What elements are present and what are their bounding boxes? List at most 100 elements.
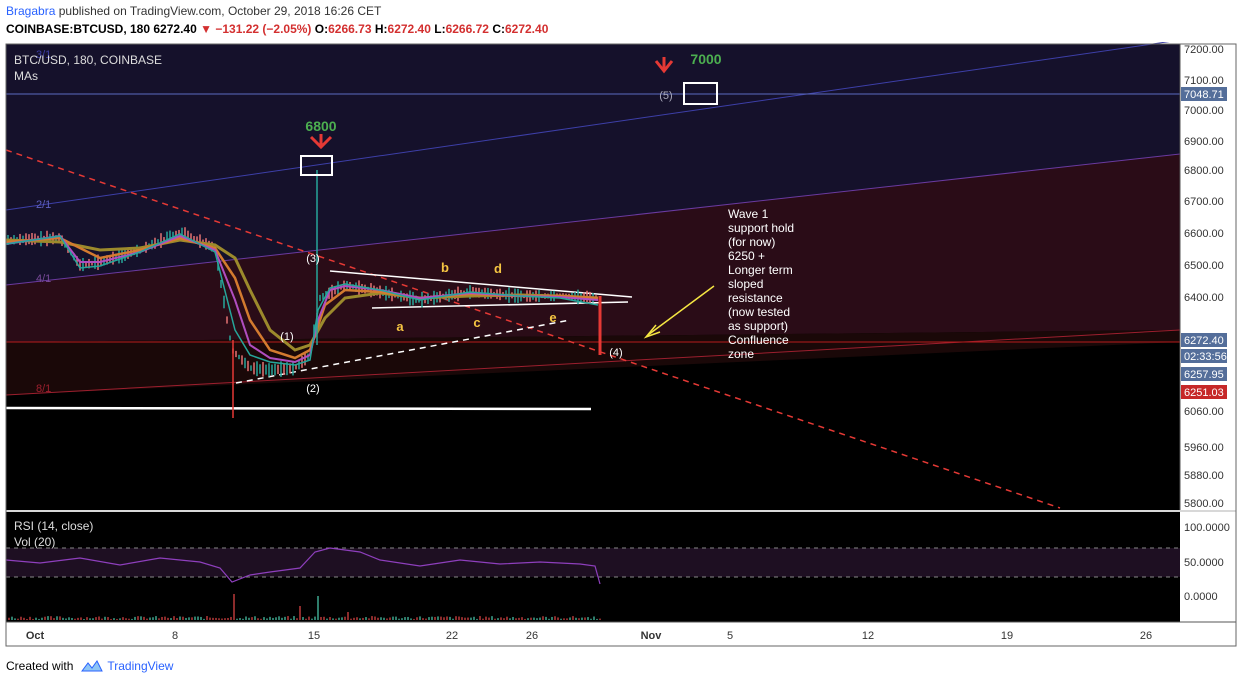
- volume-bar: [293, 616, 295, 620]
- volume-bar: [137, 616, 139, 620]
- tradingview-link[interactable]: TradingView: [81, 659, 173, 673]
- price-tick: 6600.00: [1184, 228, 1224, 240]
- volume-bar: [68, 617, 70, 620]
- time-axis-ticks: Oct 8 15 22 26 Nov 5 12 19 26: [26, 630, 1152, 642]
- volume-bar: [527, 618, 529, 620]
- last-price: 6272.40: [153, 22, 197, 36]
- volume-bar: [152, 617, 154, 620]
- volume-bar: [581, 617, 583, 620]
- volume-bar: [257, 618, 259, 620]
- volume-bar: [401, 618, 403, 620]
- volume-bar: [281, 617, 283, 620]
- fib-label-4: 4/1: [36, 273, 51, 285]
- volume-bar: [62, 617, 64, 620]
- rsi-axis: [1180, 512, 1236, 622]
- volume-bar: [14, 618, 16, 620]
- rsi-tick: 50.0000: [1184, 557, 1224, 569]
- volume-bar: [398, 618, 400, 620]
- triangle-top-line: [329, 270, 633, 298]
- volume-bar: [374, 616, 376, 620]
- badge-countdown: [1181, 349, 1227, 363]
- close-value: 6272.40: [504, 22, 549, 36]
- note-line: (for now): [728, 235, 775, 249]
- badge-last-text: 6272.40: [1184, 335, 1224, 347]
- volume-bar: [50, 616, 52, 620]
- volume-bar: [143, 616, 145, 620]
- volume-bar: [110, 618, 112, 620]
- volume-bar: [353, 617, 355, 620]
- volume-bar: [557, 617, 559, 620]
- time-tick: 22: [446, 630, 458, 642]
- time-tick: 19: [1001, 630, 1013, 642]
- volume-bar: [575, 617, 577, 620]
- volume-bar: [473, 616, 475, 620]
- tradingview-logo-icon: [81, 660, 104, 672]
- wave-label-4: (4): [609, 347, 622, 359]
- volume-bar: [272, 617, 274, 620]
- volume-bar: [170, 618, 172, 620]
- open-label: O:: [314, 22, 329, 36]
- volume-bar: [221, 618, 223, 620]
- price-axis[interactable]: [1180, 44, 1236, 510]
- volume-bar: [560, 618, 562, 620]
- note-line: support hold: [728, 221, 794, 235]
- volume-bar: [359, 618, 361, 620]
- volume-bar: [596, 618, 598, 620]
- volume-bar: [191, 617, 193, 620]
- fib-label-8: 8/1: [36, 383, 51, 395]
- volume-bar: [593, 616, 595, 620]
- note-line: as support): [728, 319, 788, 333]
- tradingview-brand: TradingView: [107, 659, 174, 673]
- open-value: 6266.73: [328, 22, 372, 36]
- volume-bar: [215, 617, 217, 620]
- volume-bars: [8, 594, 601, 620]
- volume-bar: [500, 617, 502, 620]
- author-link[interactable]: Bragabra: [6, 4, 56, 18]
- volume-bar: [188, 617, 190, 620]
- volume-bar: [458, 616, 460, 620]
- volume-bar: [371, 616, 373, 620]
- volume-bar: [200, 616, 202, 620]
- volume-bar: [404, 617, 406, 620]
- time-axis[interactable]: [6, 622, 1236, 646]
- symbol-label: COINBASE:BTCUSD, 180: [6, 22, 151, 36]
- volume-bar: [95, 617, 97, 620]
- wave-label-1: (1): [280, 331, 293, 343]
- volume-bar: [410, 618, 412, 620]
- volume-bar: [74, 618, 76, 620]
- volume-bar: [266, 618, 268, 620]
- volume-bar: [98, 616, 100, 620]
- red-arrow-down-icon-2: [654, 57, 674, 74]
- volume-bar: [572, 616, 574, 620]
- note-line: 6250 +: [728, 249, 765, 263]
- volume-bar: [446, 616, 448, 620]
- volume-bar: [521, 617, 523, 620]
- volume-bar: [248, 617, 250, 620]
- volume-bar: [494, 618, 496, 620]
- badge-6257: [1181, 367, 1227, 381]
- yellow-arrow-icon: [643, 324, 661, 339]
- rsi-line: [5, 547, 601, 585]
- volume-bar: [536, 618, 538, 620]
- volume-bar: [308, 616, 310, 620]
- volume-bar: [584, 617, 586, 620]
- volume-bar: [35, 617, 37, 620]
- volume-bar: [350, 618, 352, 620]
- volume-bar: [335, 618, 337, 620]
- rising-trendline: [235, 319, 571, 384]
- volume-bar: [212, 617, 214, 620]
- target-box-6800: [300, 155, 333, 176]
- target-label-7000: 7000: [690, 51, 721, 67]
- descending-trendline: [5, 149, 1061, 509]
- volume-bar: [497, 618, 499, 620]
- down-arrow-icon: ▼: [200, 22, 212, 36]
- volume-bar: [290, 618, 292, 620]
- volume-bar: [395, 616, 397, 620]
- wave-label-3: (3): [306, 253, 319, 265]
- publish-info: published on TradingView.com, October 29…: [58, 4, 382, 18]
- volume-bar: [296, 618, 298, 620]
- chart-area[interactable]: 3/1 2/1 4/1 8/1 BTC/USD, 180, COINBASE M…: [0, 42, 1243, 654]
- volume-bar: [566, 618, 568, 620]
- badge-7048-text: 7048.71: [1184, 89, 1224, 101]
- time-tick: 5: [727, 630, 733, 642]
